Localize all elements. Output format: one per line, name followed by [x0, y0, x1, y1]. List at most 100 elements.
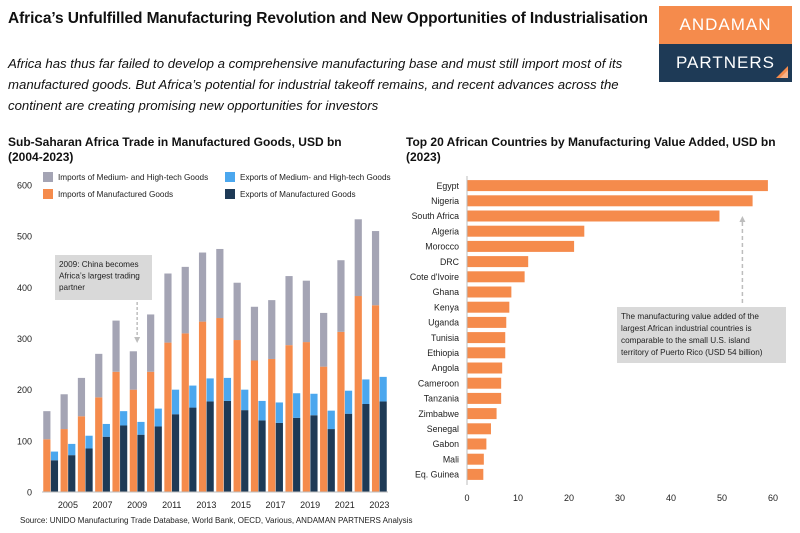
country-bar: [467, 468, 484, 480]
bar-exports-manufactured: [50, 460, 59, 492]
bar-exports-hightech: [293, 393, 301, 418]
bar-exports-hightech: [50, 451, 59, 461]
x-tick-label: 2005: [58, 500, 78, 510]
bar-imports-hightech: [129, 351, 137, 390]
country-label: Mali: [443, 454, 459, 464]
country-bar: [467, 362, 503, 374]
country-label: DRC: [440, 257, 460, 267]
bar-exports-manufactured: [362, 403, 370, 492]
bar-imports-hightech: [233, 282, 241, 341]
country-bar: [467, 347, 506, 359]
annotation-text-2009: partner: [59, 283, 85, 292]
bar-imports-manufactured: [198, 321, 207, 492]
bar-exports-hightech: [85, 435, 93, 449]
page-title: Africa’s Unfulfilled Manufacturing Revol…: [8, 10, 648, 27]
country-bar: [467, 286, 512, 298]
annotation-box-2009: [55, 255, 152, 300]
bar-exports-hightech: [258, 400, 266, 421]
right-chart-title-line-2: (2023): [406, 150, 441, 164]
y-tick-label: 200: [17, 385, 32, 395]
country-label: Tunisia: [431, 333, 459, 343]
bar-exports-hightech: [379, 376, 387, 402]
bar-imports-hightech: [320, 312, 328, 367]
bar-exports-manufactured: [68, 455, 76, 492]
bar-imports-hightech: [216, 248, 224, 319]
country-bar: [467, 240, 575, 252]
bar-imports-manufactured: [112, 371, 120, 492]
annotation-text-pr: The manufacturing value added of the: [621, 312, 759, 321]
x-tick-label: 2007: [93, 500, 113, 510]
bar-imports-hightech: [147, 314, 155, 372]
bar-imports-hightech: [285, 276, 293, 346]
bar-imports-manufactured: [250, 360, 259, 492]
bar-exports-hightech: [102, 423, 110, 437]
bar-exports-manufactured: [154, 426, 162, 492]
bar-imports-manufactured: [371, 305, 380, 492]
source-note: Source: UNIDO Manufacturing Trade Databa…: [20, 516, 413, 525]
bar-imports-hightech: [337, 260, 345, 332]
bar-imports-hightech: [95, 353, 103, 398]
bar-exports-hightech: [362, 379, 370, 404]
legend-label: Imports of Manufactured Goods: [58, 190, 173, 199]
country-label: Gabon: [433, 439, 460, 449]
bar-imports-manufactured: [354, 296, 362, 492]
bar-exports-manufactured: [85, 448, 93, 492]
y-tick-label: 300: [17, 334, 32, 344]
y-tick-label: 400: [17, 283, 32, 293]
country-label: Nigeria: [431, 196, 459, 206]
bar-imports-manufactured: [302, 342, 310, 492]
bar-imports-hightech: [198, 252, 207, 322]
bar-exports-hightech: [68, 443, 76, 456]
left-chart-title-line-2: (2004-2023): [8, 150, 74, 164]
bar-exports-manufactured: [206, 401, 214, 492]
bar-imports-hightech: [77, 377, 86, 417]
bar-exports-manufactured: [223, 400, 232, 492]
bar-exports-manufactured: [120, 425, 128, 492]
country-label: Algeria: [432, 226, 459, 236]
annotation-box-pr: [617, 307, 786, 363]
bar-imports-manufactured: [95, 397, 103, 492]
legend-swatch: [43, 189, 53, 199]
bar-imports-hightech: [164, 273, 172, 343]
country-bar: [467, 210, 720, 222]
bar-exports-manufactured: [275, 422, 283, 492]
legend-label: Exports of Manufactured Goods: [240, 190, 356, 199]
country-bar: [467, 256, 529, 268]
left-chart-title-line-1: Sub-Saharan Africa Trade in Manufactured…: [8, 135, 342, 149]
logo-mark-icon: [776, 66, 788, 78]
bar-imports-manufactured: [147, 371, 155, 492]
country-label: South Africa: [412, 211, 460, 221]
bar-exports-hightech: [154, 408, 162, 427]
x-tick-label: 2019: [300, 500, 320, 510]
bar-exports-manufactured: [379, 401, 387, 492]
x-tick-label: 50: [717, 493, 727, 503]
bar-imports-hightech: [181, 266, 189, 334]
country-label: Morocco: [425, 242, 459, 252]
legend-swatch: [43, 172, 53, 182]
legend-swatch: [225, 189, 235, 199]
bar-imports-manufactured: [164, 342, 172, 492]
x-tick-label: 10: [513, 493, 523, 503]
country-bar: [467, 408, 497, 420]
bar-imports-hightech: [354, 219, 362, 297]
country-bar: [467, 332, 506, 344]
y-tick-label: 100: [17, 436, 32, 446]
bar-imports-hightech: [268, 300, 276, 359]
country-bar: [467, 271, 525, 283]
bar-exports-manufactured: [258, 420, 266, 492]
country-bar: [467, 180, 768, 192]
y-tick-label: 600: [17, 181, 32, 191]
page-subtitle: Africa has thus far failed to develop a …: [8, 56, 623, 113]
legend-label: Exports of Medium- and High-tech Goods: [240, 173, 391, 182]
bar-exports-hightech: [137, 421, 145, 435]
country-bar: [467, 453, 484, 465]
x-tick-label: 20: [564, 493, 574, 503]
country-label: Senegal: [427, 424, 459, 434]
bar-imports-manufactured: [233, 340, 241, 492]
country-label: Angola: [432, 363, 459, 373]
right-chart-title-line-1: Top 20 African Countries by Manufacturin…: [406, 135, 776, 149]
bar-imports-manufactured: [337, 331, 345, 492]
country-label: Ethiopia: [427, 348, 459, 358]
country-label: Ghana: [433, 287, 460, 297]
